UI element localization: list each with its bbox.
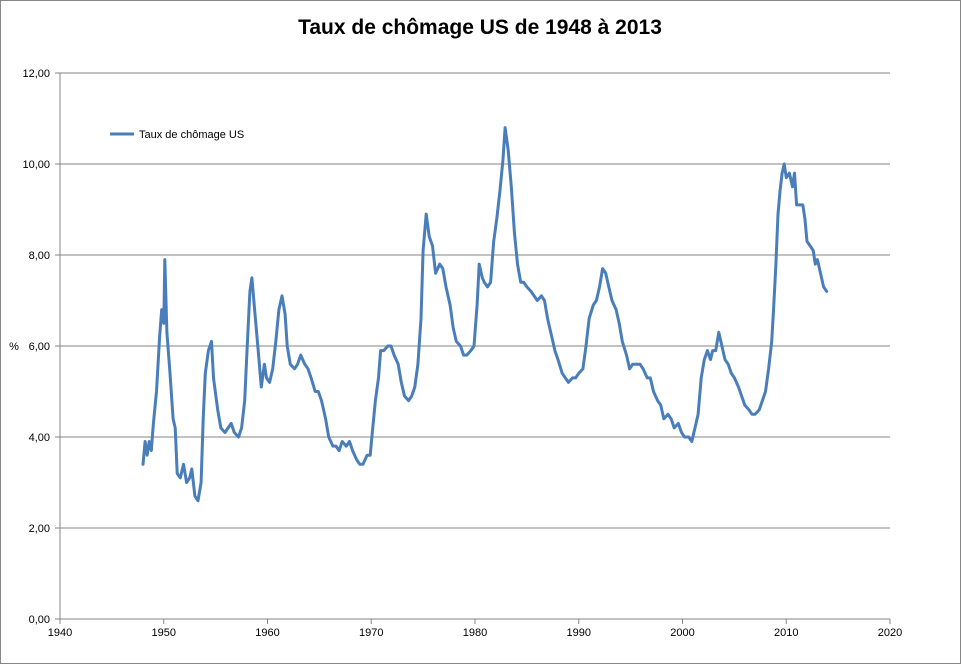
- y-axis-ticks: 0,00 2,00 4,00 6,00 8,00 10,00 12,00: [22, 68, 60, 626]
- x-tick-label: 1940: [48, 627, 72, 639]
- x-tick-label: 1980: [463, 627, 487, 639]
- y-tick-label: 2,00: [29, 523, 50, 535]
- x-tick-label: 1960: [255, 627, 279, 639]
- x-axis-ticks: 1940 1950 1960 1970 1980 1990 2000 2010 2020: [48, 619, 902, 639]
- y-axis-label: %: [9, 341, 19, 353]
- y-tick-label: 10,00: [22, 159, 50, 171]
- x-tick-label: 2010: [774, 627, 798, 639]
- x-tick-label: 2000: [670, 627, 694, 639]
- x-tick-label: 1970: [359, 627, 383, 639]
- y-tick-label: 6,00: [29, 341, 50, 353]
- legend-label: Taux de chômage US: [139, 129, 244, 141]
- y-tick-label: 4,00: [29, 432, 50, 444]
- y-tick-label: 8,00: [29, 250, 50, 262]
- y-tick-label: 0,00: [29, 614, 50, 626]
- x-tick-label: 1950: [152, 627, 176, 639]
- series-line: [141, 126, 829, 503]
- legend: Taux de chômage US: [110, 129, 244, 141]
- y-tick-label: 12,00: [22, 68, 50, 80]
- series-layer: [141, 126, 829, 503]
- gridlines: [60, 72, 890, 529]
- x-tick-label: 1990: [567, 627, 591, 639]
- x-tick-label: 2020: [878, 627, 902, 639]
- chart-title: Taux de chômage US de 1948 à 2013: [298, 16, 662, 39]
